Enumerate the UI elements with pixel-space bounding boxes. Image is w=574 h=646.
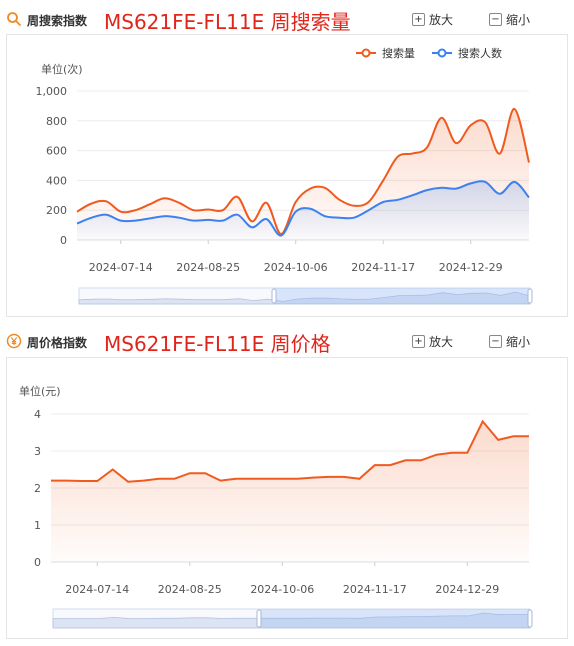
range-slider[interactable] bbox=[78, 287, 533, 305]
slider-preview bbox=[52, 612, 531, 629]
x-tick-label: 2024-07-14 bbox=[65, 583, 129, 596]
y-axis-unit-label: 单位(元) bbox=[19, 384, 61, 398]
range-slider[interactable] bbox=[52, 608, 533, 629]
series-line bbox=[76, 180, 530, 237]
y-tick-label: 4 bbox=[34, 408, 41, 421]
plus-icon: + bbox=[412, 12, 425, 26]
y-tick-label: 200 bbox=[46, 204, 67, 217]
x-tick-label: 2024-08-25 bbox=[176, 261, 240, 274]
y-tick-label: 1,000 bbox=[36, 85, 68, 98]
y-tick-label: 1 bbox=[34, 519, 41, 532]
slider-selection[interactable] bbox=[259, 609, 530, 628]
slider-preview bbox=[78, 291, 531, 305]
chart-title: MS621FE-FL11E 周搜索量 bbox=[104, 10, 351, 34]
x-tick-label: 2024-10-06 bbox=[264, 261, 328, 274]
y-tick-label: 0 bbox=[34, 556, 41, 569]
series-area bbox=[77, 181, 529, 240]
series-line bbox=[76, 107, 530, 235]
legend-item[interactable]: 搜索量 bbox=[356, 46, 415, 60]
x-tick-label: 2024-07-14 bbox=[89, 261, 153, 274]
zoom-in-label: 放大 bbox=[429, 334, 454, 349]
y-tick-label: 2 bbox=[34, 482, 41, 495]
minus-icon: − bbox=[489, 12, 502, 26]
price-panel-header: 周价格指数 MS621FE-FL11E 周价格 + 放大 − 缩小 bbox=[0, 326, 574, 356]
x-tick-label: 2024-08-25 bbox=[158, 583, 222, 596]
legend-label: 搜索人数 bbox=[458, 46, 502, 60]
legend-marker bbox=[361, 48, 371, 58]
y-tick-label: 600 bbox=[46, 145, 67, 158]
panel-label: 周搜索指数 bbox=[27, 14, 88, 28]
x-tick-label: 2024-11-17 bbox=[351, 261, 415, 274]
chart-title: MS621FE-FL11E 周价格 bbox=[104, 332, 331, 356]
zoom-out-button[interactable]: − 缩小 bbox=[489, 333, 530, 349]
zoom-in-button[interactable]: + 放大 bbox=[412, 333, 453, 349]
search-volume-chart: 单位(次) 0 200 400 600 800 1,000 2024-07-14 2024-08… bbox=[36, 46, 533, 305]
x-tick-label: 2024-10-06 bbox=[250, 583, 314, 596]
panel-label: 周价格指数 bbox=[27, 336, 88, 350]
slider-handle[interactable] bbox=[527, 609, 533, 628]
zoom-out-label: 缩小 bbox=[506, 334, 531, 349]
y-tick-label: 3 bbox=[34, 445, 41, 458]
zoom-in-label: 放大 bbox=[429, 12, 454, 27]
legend-item[interactable]: 搜索人数 bbox=[432, 46, 502, 60]
y-axis-unit-label: 单位(次) bbox=[41, 62, 83, 76]
yen-icon bbox=[6, 333, 22, 349]
y-tick-label: 800 bbox=[46, 115, 67, 128]
price-chart-container: 单位(元) 0 1 2 3 4 2024-07-14 2024-08-25 2024-10-06… bbox=[6, 357, 568, 639]
series-line bbox=[51, 419, 529, 483]
slider-handle[interactable] bbox=[271, 288, 277, 304]
search-chart-container: 单位(次) 0 200 400 600 800 1,000 2024-07-14 2024-08… bbox=[6, 34, 568, 317]
y-tick-label: 0 bbox=[60, 234, 67, 247]
price-chart: 单位(元) 0 1 2 3 4 2024-07-14 2024-08-25 2024-10-06… bbox=[19, 384, 533, 629]
plus-icon: + bbox=[412, 334, 425, 348]
legend-label: 搜索量 bbox=[382, 46, 415, 60]
zoom-in-button[interactable]: + 放大 bbox=[412, 11, 453, 27]
minus-icon: − bbox=[489, 334, 502, 348]
legend-marker bbox=[437, 48, 447, 58]
search-panel-header: 周搜索指数 MS621FE-FL11E 周搜索量 + 放大 − 缩小 bbox=[0, 4, 574, 34]
zoom-out-label: 缩小 bbox=[506, 12, 531, 27]
slider-handle[interactable] bbox=[256, 609, 262, 628]
x-tick-label: 2024-12-29 bbox=[435, 583, 499, 596]
series-area bbox=[51, 421, 529, 562]
slider-selection[interactable] bbox=[274, 288, 530, 304]
slider-handle[interactable] bbox=[527, 288, 533, 304]
x-tick-label: 2024-12-29 bbox=[439, 261, 503, 274]
y-tick-label: 400 bbox=[46, 174, 67, 187]
zoom-out-button[interactable]: − 缩小 bbox=[489, 11, 530, 27]
search-icon bbox=[7, 12, 21, 26]
x-tick-label: 2024-11-17 bbox=[343, 583, 407, 596]
